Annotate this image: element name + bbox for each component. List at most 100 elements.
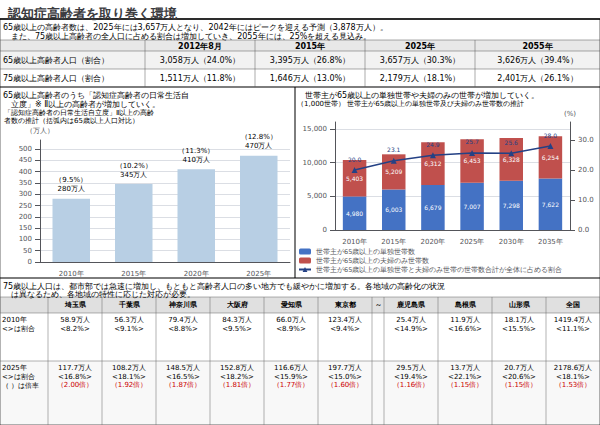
svg-text:6,679: 6,679 bbox=[424, 204, 441, 211]
svg-text:<22.1%>: <22.1%> bbox=[448, 373, 482, 381]
svg-text:<8.8%>: <8.8%> bbox=[168, 325, 198, 333]
svg-text:6,254: 6,254 bbox=[542, 154, 559, 161]
svg-text:2015年: 2015年 bbox=[295, 42, 325, 51]
svg-text:400: 400 bbox=[19, 168, 32, 176]
svg-text:<19.4%>: <19.4%> bbox=[394, 373, 428, 381]
svg-text:150: 150 bbox=[19, 224, 32, 232]
svg-text:20.0: 20.0 bbox=[578, 166, 594, 174]
svg-text:千葉県: 千葉県 bbox=[118, 300, 141, 309]
svg-text:65歳以上高齢者のうち「認知症高齢者の日常生活自: 65歳以上高齢者のうち「認知症高齢者の日常生活自 bbox=[3, 91, 189, 100]
svg-text:（ ）は倍率: （ ）は倍率 bbox=[2, 382, 39, 390]
svg-text:～: ～ bbox=[375, 301, 382, 309]
svg-text:25.7: 25.7 bbox=[465, 138, 479, 145]
svg-text:0: 0 bbox=[323, 226, 327, 234]
svg-text:3,058万人（24.0%）: 3,058万人（24.0%） bbox=[160, 56, 240, 65]
svg-text:500: 500 bbox=[19, 145, 32, 153]
svg-text:20.0: 20.0 bbox=[348, 156, 362, 163]
svg-text:84.3万人: 84.3万人 bbox=[222, 316, 252, 324]
svg-text:（1,000世帯） 世帯主が65歳以上の単独世帯及び夫婦のみ: （1,000世帯） 世帯主が65歳以上の単独世帯及び夫婦のみ世帯数の推計 bbox=[297, 100, 524, 108]
svg-text:410万人: 410万人 bbox=[183, 156, 210, 164]
svg-text:2025年: 2025年 bbox=[405, 42, 435, 51]
svg-text:（1.15倍）: （1.15倍） bbox=[501, 381, 538, 389]
svg-text:1,511万人（11.8%）: 1,511万人（11.8%） bbox=[160, 74, 240, 83]
svg-text:（2.00倍）: （2.00倍） bbox=[57, 381, 94, 389]
svg-text:2178.6万人: 2178.6万人 bbox=[554, 364, 593, 372]
svg-text:世帯主が65歳以上の単独世帯や夫婦のみの世帯が増加していく。: 世帯主が65歳以上の単独世帯や夫婦のみの世帯が増加していく。 bbox=[297, 91, 539, 100]
svg-text:2025年: 2025年 bbox=[2, 364, 27, 372]
svg-text:世帯主が65歳以上の単独世帯と夫婦のみ世帯の世帯数合計が全体: 世帯主が65歳以上の単独世帯と夫婦のみ世帯の世帯数合計が全体に占める割合 bbox=[316, 266, 562, 274]
svg-text:10,000: 10,000 bbox=[303, 159, 328, 167]
svg-text:116.6万人: 116.6万人 bbox=[274, 364, 308, 372]
svg-text:29.5万人: 29.5万人 bbox=[396, 364, 426, 372]
svg-text:認知症高齢者を取り巻く環境: 認知症高齢者を取り巻く環境 bbox=[7, 6, 178, 21]
svg-text:7,622: 7,622 bbox=[542, 201, 559, 208]
svg-text:東京都: 東京都 bbox=[334, 300, 356, 309]
svg-text:島根県: 島根県 bbox=[455, 301, 477, 309]
svg-text:2015年: 2015年 bbox=[381, 238, 406, 246]
svg-text:大阪府: 大阪府 bbox=[227, 300, 248, 309]
svg-text:2035年: 2035年 bbox=[538, 238, 563, 246]
svg-text:（1.53倍）: （1.53倍） bbox=[555, 381, 592, 389]
svg-text:<18.2%>: <18.2%> bbox=[220, 373, 254, 381]
svg-text:（9.5%）: （9.5%） bbox=[55, 176, 87, 184]
svg-text:2020年: 2020年 bbox=[184, 270, 209, 278]
svg-text:2010年: 2010年 bbox=[342, 238, 367, 246]
svg-text:350: 350 bbox=[19, 179, 32, 187]
svg-text:立度」※ Ⅱ以上の高齢者が増加していく。: 立度」※ Ⅱ以上の高齢者が増加していく。 bbox=[3, 100, 160, 109]
svg-text:<9.5%>: <9.5%> bbox=[222, 325, 252, 333]
svg-text:2012年8月: 2012年8月 bbox=[178, 42, 222, 51]
svg-text:（12.8%）: （12.8%） bbox=[241, 133, 277, 141]
svg-text:<18.1%>: <18.1%> bbox=[112, 373, 146, 381]
svg-text:世帯主が65歳以上の夫婦のみ世帯数: 世帯主が65歳以上の夫婦のみ世帯数 bbox=[316, 257, 429, 265]
svg-text:2010年: 2010年 bbox=[2, 316, 27, 324]
svg-text:5,209: 5,209 bbox=[385, 168, 402, 175]
svg-text:は異なるため、各地域の特性に応じた対応が必要。: は異なるため、各地域の特性に応じた対応が必要。 bbox=[3, 290, 195, 299]
svg-text:（万人）: （万人） bbox=[26, 127, 54, 135]
svg-text:2055年: 2055年 bbox=[522, 42, 552, 51]
svg-text:20.7万人: 20.7万人 bbox=[504, 364, 534, 372]
svg-text:2020年: 2020年 bbox=[421, 238, 446, 246]
svg-text:10.0: 10.0 bbox=[578, 196, 594, 204]
svg-text:345万人: 345万人 bbox=[120, 171, 147, 179]
svg-text:6,328: 6,328 bbox=[503, 156, 520, 163]
svg-text:25.6: 25.6 bbox=[505, 139, 519, 146]
svg-text:（1.60倍）: （1.60倍） bbox=[327, 381, 364, 389]
svg-text:100: 100 bbox=[19, 235, 32, 243]
svg-text:0: 0 bbox=[28, 258, 32, 266]
svg-text:5,000: 5,000 bbox=[307, 192, 327, 200]
svg-text:25.4万人: 25.4万人 bbox=[396, 316, 426, 324]
svg-text:13.7万人: 13.7万人 bbox=[450, 364, 480, 372]
svg-text:2010年: 2010年 bbox=[59, 270, 84, 278]
svg-text:者数の推計（括弧内は65歳以上人口対比）: 者数の推計（括弧内は65歳以上人口対比） bbox=[4, 117, 139, 125]
svg-text:15,000: 15,000 bbox=[303, 125, 328, 133]
svg-text:全国: 全国 bbox=[565, 301, 580, 309]
svg-text:197.7万人: 197.7万人 bbox=[328, 364, 362, 372]
svg-text:3,395万人（26.8%）: 3,395万人（26.8%） bbox=[270, 56, 350, 65]
svg-text:250: 250 bbox=[19, 202, 32, 210]
svg-text:（1.81倍）: （1.81倍） bbox=[219, 381, 256, 389]
svg-text:（1.77倍）: （1.77倍） bbox=[273, 381, 310, 389]
svg-text:<14.9%>: <14.9%> bbox=[394, 325, 428, 333]
svg-text:愛知県: 愛知県 bbox=[281, 301, 303, 309]
svg-text:2030年: 2030年 bbox=[499, 238, 524, 246]
svg-text:（1.15倍）: （1.15倍） bbox=[447, 381, 484, 389]
svg-text:6,453: 6,453 bbox=[463, 157, 480, 164]
svg-text:450: 450 bbox=[19, 156, 32, 164]
svg-text:（1.87倍）: （1.87倍） bbox=[165, 381, 202, 389]
svg-text:7,298: 7,298 bbox=[503, 202, 520, 209]
svg-text:2015年: 2015年 bbox=[121, 270, 146, 278]
svg-text:3,626万人（39.4%）: 3,626万人（39.4%） bbox=[497, 56, 577, 65]
svg-text:0.0: 0.0 bbox=[578, 226, 589, 234]
svg-text:（1.92倍）: （1.92倍） bbox=[111, 381, 148, 389]
svg-text:3,657万人（30.3%）: 3,657万人（30.3%） bbox=[380, 56, 460, 65]
svg-text:66.0万人: 66.0万人 bbox=[276, 316, 306, 324]
svg-text:50: 50 bbox=[23, 247, 32, 255]
svg-text:65歳以上の高齢者数は、2025年には3,657万人となり、: 65歳以上の高齢者数は、2025年には3,657万人となり、2042年にはピーク… bbox=[3, 23, 388, 32]
svg-text:<9.1%>: <9.1%> bbox=[114, 325, 144, 333]
svg-text:（10.2%）: （10.2%） bbox=[116, 162, 152, 170]
svg-text:神奈川県: 神奈川県 bbox=[168, 300, 198, 309]
svg-text:4,980: 4,980 bbox=[346, 210, 363, 217]
svg-text:（11.3%）: （11.3%） bbox=[178, 147, 214, 155]
svg-text:470万人: 470万人 bbox=[245, 142, 272, 150]
svg-text:280万人: 280万人 bbox=[58, 185, 85, 193]
